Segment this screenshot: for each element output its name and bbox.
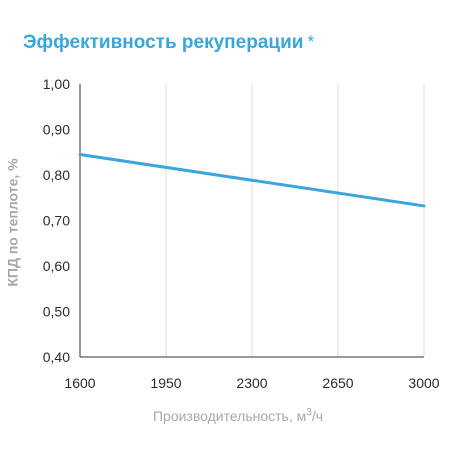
chart-title: Эффективность рекуперации * <box>23 32 314 54</box>
y-tick-label: 0,90 <box>43 122 70 138</box>
y-tick-label: 0,40 <box>43 349 70 365</box>
series-line <box>78 153 426 208</box>
y-axis-label: КПД по теплоте, % <box>5 158 21 287</box>
chart-title-mark: * <box>307 32 315 51</box>
y-tick-label: 0,80 <box>43 167 70 183</box>
chart-title-text: Эффективность рекуперации <box>23 32 304 53</box>
x-tick-label: 2650 <box>322 375 353 391</box>
grid-lines <box>165 84 425 357</box>
y-tick-label: 0,70 <box>43 213 70 229</box>
x-tick-label: 1950 <box>150 375 181 391</box>
y-tick-label: 0,50 <box>43 304 70 320</box>
y-tick-label: 1,00 <box>43 76 70 92</box>
x-axis-label: Производительность, м3/ч <box>153 407 323 424</box>
tick-labels: 1600 1950 2300 2650 3000 0,40 0,50 0,60 0,70 0,80… <box>43 76 440 391</box>
x-tick-label: 3000 <box>408 375 439 391</box>
y-tick-label: 0,60 <box>43 258 70 274</box>
x-tick-label: 2300 <box>236 375 267 391</box>
x-tick-label: 1600 <box>64 375 95 391</box>
axes <box>79 84 424 358</box>
series-layer <box>78 153 426 208</box>
